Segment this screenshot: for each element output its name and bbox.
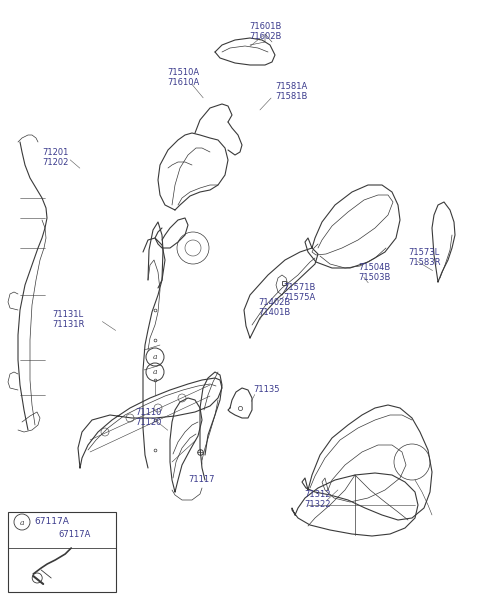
Text: a: a: [20, 519, 24, 527]
Text: 71510A
71610A: 71510A 71610A: [167, 68, 199, 87]
Text: 67117A: 67117A: [58, 530, 90, 539]
Text: 71573L
71583R: 71573L 71583R: [408, 248, 441, 268]
Text: 67117A: 67117A: [34, 518, 69, 526]
Text: 71402B
71401B: 71402B 71401B: [258, 298, 290, 317]
Text: 71110
71120: 71110 71120: [135, 408, 161, 427]
Text: a: a: [153, 353, 157, 361]
Text: 71131L
71131R: 71131L 71131R: [52, 310, 84, 329]
Text: 71135: 71135: [253, 385, 279, 394]
Text: 71117: 71117: [189, 475, 215, 484]
Text: 71312
71322: 71312 71322: [305, 490, 331, 510]
Text: 71581A
71581B: 71581A 71581B: [275, 82, 307, 101]
Text: 71504B
71503B: 71504B 71503B: [358, 263, 390, 282]
Text: 71601B
71602B: 71601B 71602B: [249, 22, 281, 41]
Bar: [8, 512, 116, 592]
Text: a: a: [153, 368, 157, 376]
Text: 71201
71202: 71201 71202: [42, 148, 68, 168]
Text: 71571B
71575A: 71571B 71575A: [283, 283, 315, 303]
